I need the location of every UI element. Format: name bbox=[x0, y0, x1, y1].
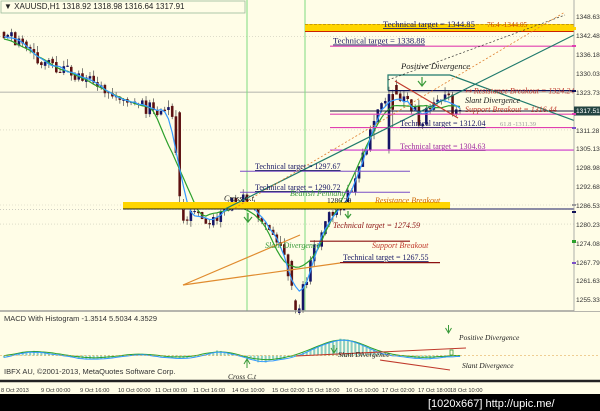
svg-text:MACD With Histogram -1.3514 5: MACD With Histogram -1.3514 5.5034 4.352… bbox=[4, 314, 157, 323]
svg-text:11 Oct 00:00: 11 Oct 00:00 bbox=[155, 388, 187, 394]
svg-text:Resistance Breakout: Resistance Breakout bbox=[374, 196, 441, 205]
svg-text:1280.23: 1280.23 bbox=[576, 222, 600, 229]
svg-text:Slant Divergence: Slant Divergence bbox=[462, 361, 514, 370]
svg-text:1267.79: 1267.79 bbox=[576, 260, 600, 267]
svg-text:1298.98: 1298.98 bbox=[576, 165, 600, 172]
svg-text:76.4 -1344.05: 76.4 -1344.05 bbox=[487, 21, 528, 29]
svg-text:1286.29: 1286.29 bbox=[327, 196, 352, 205]
svg-text:Positive Divergence: Positive Divergence bbox=[458, 333, 520, 342]
svg-text:1255.33: 1255.33 bbox=[576, 297, 600, 304]
svg-text:61.8 -1311.39: 61.8 -1311.39 bbox=[500, 121, 536, 128]
svg-text:Support Breakout: Support Breakout bbox=[372, 241, 429, 250]
svg-text:16 Oct 10:00: 16 Oct 10:00 bbox=[346, 388, 379, 394]
svg-text:11 Oct 16:00: 11 Oct 16:00 bbox=[193, 388, 225, 394]
svg-text:9 Oct 00:00: 9 Oct 00:00 bbox=[41, 388, 70, 394]
svg-text:1330.03: 1330.03 bbox=[576, 71, 600, 78]
svg-text:Support Breakout = 1316.44: Support Breakout = 1316.44 bbox=[465, 105, 557, 114]
svg-text:1336.18: 1336.18 bbox=[576, 52, 600, 59]
svg-text:Slant Divergence: Slant Divergence bbox=[265, 241, 320, 250]
svg-text:Positive Divergence: Positive Divergence bbox=[400, 61, 470, 71]
svg-text:1317.51: 1317.51 bbox=[576, 108, 600, 115]
svg-text:1342.48: 1342.48 bbox=[576, 33, 600, 40]
svg-text:Cross C.t: Cross C.t bbox=[224, 194, 255, 203]
svg-text:[1020x667] http://upic.me/: [1020x667] http://upic.me/ bbox=[428, 398, 556, 410]
svg-text:15 Oct 18:00: 15 Oct 18:00 bbox=[307, 388, 340, 394]
svg-text:Technical target = 1312.04: Technical target = 1312.04 bbox=[400, 119, 486, 128]
svg-text:Technical target = 1304.63: Technical target = 1304.63 bbox=[400, 142, 486, 151]
svg-text:15 Oct 02:00: 15 Oct 02:00 bbox=[272, 388, 305, 394]
svg-text:1348.63: 1348.63 bbox=[576, 14, 600, 21]
svg-text:1292.68: 1292.68 bbox=[576, 184, 600, 191]
svg-text:1323.73: 1323.73 bbox=[576, 90, 600, 97]
svg-text:↦ Resistance Breakout = 1324.2: ↦ Resistance Breakout = 1324.24 bbox=[465, 87, 574, 96]
svg-text:1305.13: 1305.13 bbox=[576, 146, 600, 153]
svg-text:1286.53: 1286.53 bbox=[576, 203, 600, 210]
svg-text:10 Oct 00:00: 10 Oct 00:00 bbox=[118, 388, 151, 394]
svg-text:Slant Divergence: Slant Divergence bbox=[465, 96, 520, 105]
svg-text:14 Oct 10:00: 14 Oct 10:00 bbox=[232, 388, 265, 394]
svg-text:Technical target = 1338.88: Technical target = 1338.88 bbox=[333, 36, 425, 46]
svg-text:17 Oct 18:00: 17 Oct 18:00 bbox=[418, 388, 451, 394]
svg-text:Technical target = 1344.85: Technical target = 1344.85 bbox=[383, 19, 475, 29]
svg-text:8 Oct 2013: 8 Oct 2013 bbox=[1, 388, 29, 394]
svg-text:IBFX AU, ©2001-2013, MetaQuote: IBFX AU, ©2001-2013, MetaQuotes Software… bbox=[4, 367, 175, 376]
svg-text:1274.08: 1274.08 bbox=[576, 241, 600, 248]
svg-text:1311.28: 1311.28 bbox=[576, 128, 600, 135]
svg-text:9 Oct 16:00: 9 Oct 16:00 bbox=[80, 388, 109, 394]
svg-text:1261.63: 1261.63 bbox=[576, 278, 600, 285]
svg-text:Slant Divergence: Slant Divergence bbox=[338, 350, 390, 359]
svg-text:Technical target = 1297.67: Technical target = 1297.67 bbox=[255, 162, 341, 171]
svg-text:18 Oct 10:00: 18 Oct 10:00 bbox=[450, 388, 483, 394]
svg-text:Cross C.t: Cross C.t bbox=[228, 372, 257, 381]
svg-text:Technical target = 1267.55: Technical target = 1267.55 bbox=[343, 253, 429, 262]
svg-text:Technical target = 1274.59: Technical target = 1274.59 bbox=[333, 221, 420, 230]
svg-text:17 Oct 02:00: 17 Oct 02:00 bbox=[382, 388, 415, 394]
